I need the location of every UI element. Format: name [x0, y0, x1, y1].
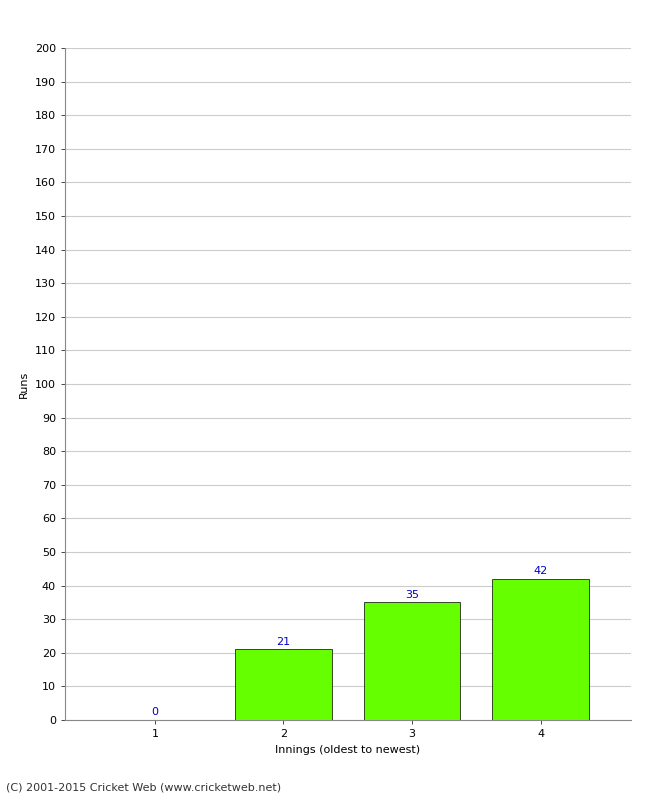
Bar: [235, 650, 332, 720]
Text: 0: 0: [151, 707, 159, 718]
Bar: [364, 602, 460, 720]
Text: 21: 21: [276, 637, 291, 646]
Text: (C) 2001-2015 Cricket Web (www.cricketweb.net): (C) 2001-2015 Cricket Web (www.cricketwe…: [6, 782, 281, 792]
X-axis label: Innings (oldest to newest): Innings (oldest to newest): [275, 745, 421, 754]
Y-axis label: Runs: Runs: [20, 370, 29, 398]
Text: 35: 35: [405, 590, 419, 600]
Bar: [492, 579, 589, 720]
Text: 42: 42: [534, 566, 548, 576]
